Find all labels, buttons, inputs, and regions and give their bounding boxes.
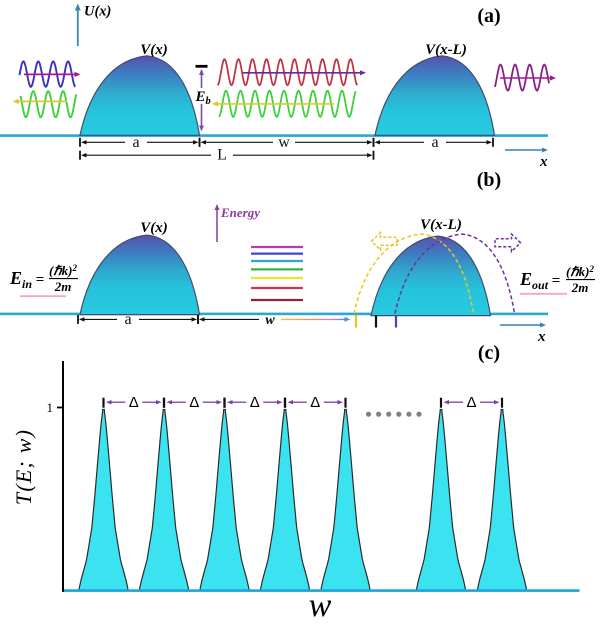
svg-text:Ein =: Ein = xyxy=(9,268,44,291)
svg-text:a: a xyxy=(431,134,438,151)
svg-text:(ℏk)2: (ℏk)2 xyxy=(566,264,594,279)
svg-text:T(E; w): T(E; w) xyxy=(11,429,36,505)
svg-text:Δ: Δ xyxy=(250,394,260,411)
svg-text:w: w xyxy=(265,313,275,328)
svg-text:Δ: Δ xyxy=(189,394,199,411)
svg-text:x: x xyxy=(537,329,546,345)
svg-text:(a): (a) xyxy=(477,5,500,27)
svg-text:(b): (b) xyxy=(477,169,501,191)
svg-text:V(x): V(x) xyxy=(140,42,168,58)
svg-text:a: a xyxy=(132,134,139,151)
svg-text:Eout =: Eout = xyxy=(519,269,560,292)
svg-text:L: L xyxy=(217,147,227,164)
svg-text:U(x): U(x) xyxy=(84,4,111,20)
svg-text:V(x-L): V(x-L) xyxy=(420,217,462,233)
svg-text:x: x xyxy=(539,154,548,170)
svg-text:(c): (c) xyxy=(478,342,500,364)
svg-text:V(x): V(x) xyxy=(140,220,168,236)
svg-text:w: w xyxy=(309,587,332,623)
svg-text:1: 1 xyxy=(47,400,54,415)
svg-text:2m: 2m xyxy=(54,279,72,294)
svg-text:Δ: Δ xyxy=(466,394,476,411)
svg-text:a: a xyxy=(124,311,131,328)
svg-text:Δ: Δ xyxy=(129,394,139,411)
svg-text:Δ: Δ xyxy=(310,394,320,411)
svg-text:w: w xyxy=(278,134,290,151)
svg-text:Eb: Eb xyxy=(195,89,211,107)
svg-text:V(x-L): V(x-L) xyxy=(425,42,467,58)
svg-text:2m: 2m xyxy=(571,280,589,295)
svg-text:Energy: Energy xyxy=(220,205,260,220)
svg-text:(ℏk)2: (ℏk)2 xyxy=(49,263,77,278)
